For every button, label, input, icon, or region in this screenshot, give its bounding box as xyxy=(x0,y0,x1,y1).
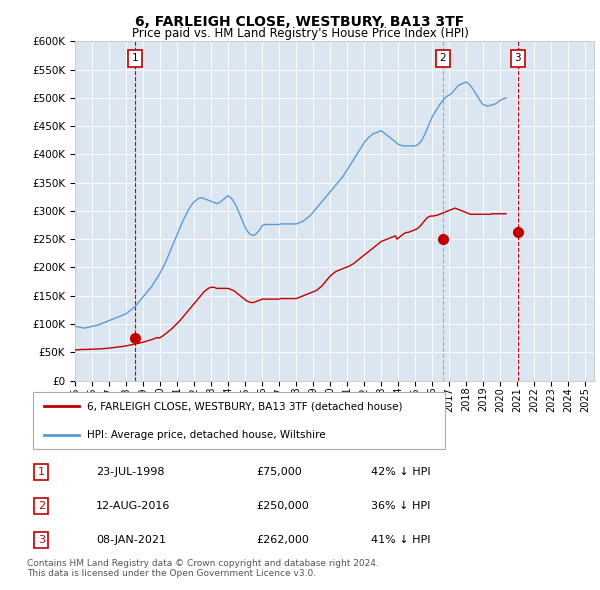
Text: 36% ↓ HPI: 36% ↓ HPI xyxy=(371,501,430,511)
Text: 1: 1 xyxy=(132,53,139,63)
Text: 3: 3 xyxy=(38,535,45,545)
Text: 2: 2 xyxy=(38,501,45,511)
Text: £250,000: £250,000 xyxy=(256,501,309,511)
Text: 08-JAN-2021: 08-JAN-2021 xyxy=(96,535,166,545)
Text: Price paid vs. HM Land Registry's House Price Index (HPI): Price paid vs. HM Land Registry's House … xyxy=(131,27,469,40)
FancyBboxPatch shape xyxy=(33,392,445,449)
Text: 12-AUG-2016: 12-AUG-2016 xyxy=(96,501,170,511)
Text: 3: 3 xyxy=(514,53,521,63)
Text: 2: 2 xyxy=(439,53,446,63)
Text: 41% ↓ HPI: 41% ↓ HPI xyxy=(371,535,430,545)
Text: £75,000: £75,000 xyxy=(256,467,302,477)
Text: 6, FARLEIGH CLOSE, WESTBURY, BA13 3TF (detached house): 6, FARLEIGH CLOSE, WESTBURY, BA13 3TF (d… xyxy=(87,401,403,411)
Text: 42% ↓ HPI: 42% ↓ HPI xyxy=(371,467,430,477)
Text: 1: 1 xyxy=(38,467,45,477)
Text: 6, FARLEIGH CLOSE, WESTBURY, BA13 3TF: 6, FARLEIGH CLOSE, WESTBURY, BA13 3TF xyxy=(136,15,464,29)
Text: £262,000: £262,000 xyxy=(256,535,309,545)
Text: Contains HM Land Registry data © Crown copyright and database right 2024.
This d: Contains HM Land Registry data © Crown c… xyxy=(27,559,379,578)
Text: 23-JUL-1998: 23-JUL-1998 xyxy=(96,467,164,477)
Text: HPI: Average price, detached house, Wiltshire: HPI: Average price, detached house, Wilt… xyxy=(87,430,326,440)
